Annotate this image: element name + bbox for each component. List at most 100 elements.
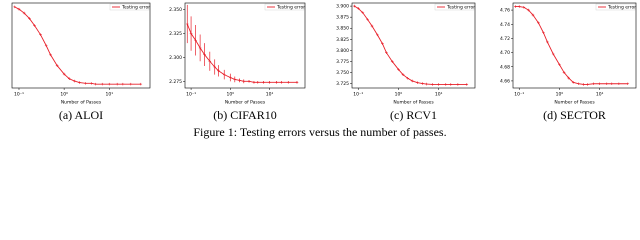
y-tick-label: 4.72	[500, 36, 510, 42]
marker	[115, 82, 119, 86]
marker	[78, 81, 81, 84]
subplot-caption: (c) RCV1	[390, 108, 437, 122]
marker	[280, 80, 283, 84]
y-tick-label: 2.325	[169, 31, 182, 37]
x-tick-label: 10⁰	[227, 92, 235, 98]
marker	[49, 53, 52, 57]
marker	[425, 82, 428, 86]
x-axis-label: Number of Passes	[225, 100, 266, 106]
subplot-caption: (d) SECTOR	[543, 108, 606, 122]
figure-caption: Figure 1: Testing errors versus the numb…	[193, 125, 446, 139]
legend-box	[109, 3, 150, 11]
y-tick-label: 4.70	[500, 50, 510, 56]
y-tick-label: 3.850	[336, 26, 349, 32]
marker	[381, 42, 384, 46]
marker	[233, 78, 237, 81]
marker	[44, 44, 48, 47]
x-tick-label: 10¹	[435, 92, 443, 98]
marker	[252, 80, 256, 84]
y-tick-label: 3.900	[336, 4, 349, 10]
marker	[592, 82, 595, 86]
y-tick-label: 2.275	[169, 79, 182, 85]
subplot-caption: (b) CIFAR10	[213, 108, 276, 122]
marker	[129, 82, 133, 86]
legend-box	[264, 3, 305, 11]
x-tick-label: 10⁻¹	[514, 92, 524, 98]
y-tick-label: 3.800	[336, 48, 349, 54]
series-line	[354, 5, 467, 85]
marker	[94, 82, 97, 86]
marker	[203, 53, 206, 56]
marker	[456, 83, 460, 86]
marker	[262, 80, 265, 84]
marker	[100, 82, 104, 86]
marker	[185, 22, 189, 26]
legend-box	[434, 3, 475, 11]
marker	[465, 83, 469, 86]
y-tick-label: 2.350	[169, 7, 182, 13]
marker	[213, 65, 217, 69]
x-tick-label: 10⁰	[556, 92, 564, 98]
marker	[605, 82, 609, 86]
marker	[268, 80, 271, 84]
marker	[586, 83, 589, 86]
marker	[571, 81, 575, 84]
marker	[537, 21, 540, 25]
marker	[431, 83, 434, 86]
marker	[84, 82, 87, 85]
x-axis-label: Number of Passes	[61, 100, 102, 106]
marker	[67, 77, 71, 81]
plot-frame	[184, 2, 306, 89]
y-tick-label: 3.875	[336, 15, 349, 21]
marker	[376, 33, 379, 37]
series-line	[515, 6, 628, 85]
x-tick-label: 10⁻¹	[353, 92, 363, 98]
marker	[551, 52, 555, 56]
marker	[107, 82, 111, 86]
marker	[522, 5, 526, 9]
marker	[406, 76, 410, 80]
marker	[22, 11, 26, 15]
marker	[229, 76, 232, 79]
marker	[242, 80, 246, 83]
marker	[449, 83, 453, 86]
marker	[194, 38, 197, 42]
marker	[444, 83, 448, 86]
marker	[410, 79, 414, 83]
marker	[275, 80, 278, 84]
plot-frame	[351, 2, 476, 89]
marker	[256, 80, 260, 84]
marker	[562, 71, 566, 74]
marker	[361, 11, 365, 15]
marker	[527, 8, 530, 12]
legend-label: Testing error	[446, 5, 475, 11]
legend-label: Testing error	[121, 5, 150, 11]
marker	[598, 82, 601, 86]
y-tick-label: 4.66	[500, 78, 510, 84]
marker	[295, 80, 299, 84]
y-tick-label: 3.775	[336, 59, 349, 65]
marker	[385, 51, 388, 54]
marker	[222, 73, 226, 76]
marker	[208, 59, 212, 63]
plot-frame	[512, 2, 637, 89]
marker	[582, 83, 585, 86]
marker	[390, 60, 394, 63]
marker	[39, 33, 42, 36]
marker	[356, 7, 360, 10]
x-tick-label: 10¹	[266, 92, 274, 98]
y-tick-label: 4.74	[500, 22, 510, 28]
marker	[62, 72, 66, 76]
marker	[33, 24, 36, 27]
marker	[421, 82, 424, 85]
marker	[286, 80, 290, 84]
marker	[55, 64, 59, 67]
figure: Figure 1: Testing errors versus the numb…	[11, 2, 637, 139]
series-line	[14, 6, 141, 85]
x-tick-label: 10¹	[596, 92, 604, 98]
plot-frame	[11, 2, 151, 89]
x-tick-label: 10⁻¹	[14, 92, 24, 98]
marker	[514, 5, 517, 8]
marker	[198, 46, 202, 50]
marker	[626, 82, 630, 86]
